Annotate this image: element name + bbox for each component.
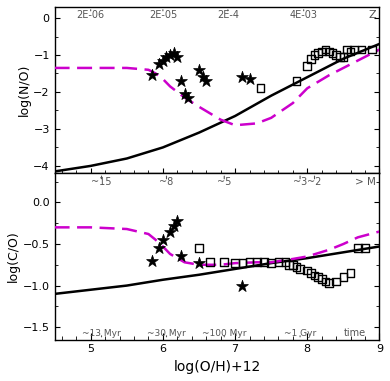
Point — [308, 56, 314, 62]
Point — [333, 52, 339, 58]
Text: ~1 Gyr: ~1 Gyr — [284, 329, 316, 338]
Point — [293, 78, 300, 84]
Text: 2E-06: 2E-06 — [76, 10, 105, 20]
Text: > M: > M — [355, 177, 376, 187]
Point — [351, 46, 357, 53]
Point — [178, 253, 184, 259]
Point — [290, 262, 296, 268]
Point — [185, 94, 191, 101]
Point — [326, 48, 332, 54]
Point — [344, 46, 350, 53]
Point — [326, 280, 332, 286]
Point — [156, 61, 162, 67]
Point — [337, 54, 343, 60]
Point — [160, 237, 166, 243]
Point — [178, 78, 184, 84]
Point — [170, 223, 177, 229]
Point — [322, 46, 328, 53]
Point — [340, 274, 346, 280]
Point — [221, 259, 227, 265]
Point — [319, 276, 325, 282]
Point — [163, 54, 170, 60]
Point — [347, 48, 354, 54]
Point — [358, 46, 365, 53]
Point — [174, 218, 181, 224]
Text: ~5: ~5 — [217, 177, 231, 187]
Text: ~30 Myr: ~30 Myr — [147, 329, 186, 338]
Point — [174, 54, 181, 60]
Point — [149, 72, 155, 78]
Text: 2E-4: 2E-4 — [217, 10, 239, 20]
Point — [304, 63, 310, 69]
Point — [319, 48, 325, 54]
Point — [170, 50, 177, 56]
Point — [207, 259, 213, 265]
Point — [333, 279, 339, 285]
Point — [246, 259, 253, 265]
Point — [196, 67, 202, 73]
Point — [239, 283, 245, 289]
Point — [257, 85, 264, 91]
Text: ~15: ~15 — [91, 177, 112, 187]
Text: ~100 Myr: ~100 Myr — [202, 329, 246, 338]
Point — [347, 270, 354, 276]
Point — [340, 54, 346, 60]
Point — [362, 245, 368, 251]
Point — [149, 258, 155, 264]
Text: ~13 Myr: ~13 Myr — [82, 329, 121, 338]
Point — [268, 260, 274, 266]
Point — [181, 91, 188, 97]
Point — [330, 50, 336, 56]
Point — [199, 74, 206, 80]
Point — [160, 58, 166, 64]
Point — [355, 245, 361, 251]
Point — [286, 262, 292, 268]
Point — [156, 245, 162, 251]
Point — [311, 52, 317, 58]
Point — [308, 270, 314, 276]
Point — [322, 279, 328, 285]
Point — [315, 274, 321, 280]
Y-axis label: log(C/O): log(C/O) — [7, 231, 20, 282]
Y-axis label: log(N/O): log(N/O) — [18, 64, 30, 116]
Point — [196, 245, 202, 251]
Point — [239, 260, 245, 266]
Point — [311, 272, 317, 279]
Point — [297, 266, 303, 272]
Point — [369, 46, 376, 53]
Point — [246, 76, 253, 82]
X-axis label: log(O/H)+12: log(O/H)+12 — [174, 360, 261, 374]
Point — [261, 259, 267, 265]
Text: time: time — [343, 328, 365, 338]
Text: Z: Z — [368, 10, 376, 20]
Point — [293, 264, 300, 271]
Text: ~2: ~2 — [307, 177, 322, 187]
Point — [315, 50, 321, 56]
Point — [254, 259, 260, 265]
Point — [239, 74, 245, 80]
Point — [167, 52, 173, 58]
Point — [232, 260, 238, 266]
Text: 4E-03: 4E-03 — [290, 10, 318, 20]
Point — [203, 78, 209, 84]
Text: 2E-05: 2E-05 — [149, 10, 177, 20]
Text: ~8: ~8 — [160, 177, 174, 187]
Point — [304, 267, 310, 274]
Point — [196, 260, 202, 266]
Point — [167, 229, 173, 235]
Text: ~3: ~3 — [293, 177, 307, 187]
Point — [282, 259, 289, 265]
Point — [275, 259, 282, 265]
